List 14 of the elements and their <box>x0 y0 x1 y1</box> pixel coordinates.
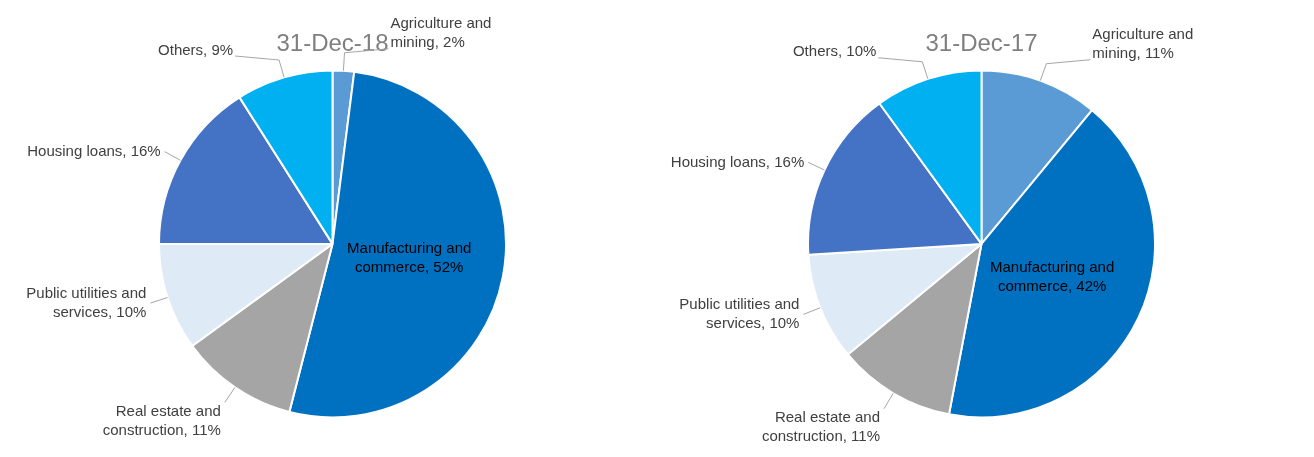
slice-label: Others, 10% <box>792 42 877 60</box>
slice-label: Public utilities and services, 10% <box>26 283 147 320</box>
text: 31-Dec-18 <box>276 29 389 57</box>
slice-label: Agriculture and mining, 11% <box>1092 25 1194 62</box>
slice-label: Manufacturing and commerce, 52% <box>347 239 472 276</box>
slice-label: Public utilities and services, 10% <box>679 295 800 332</box>
slice-label: Housing loans, 16% <box>27 141 161 159</box>
slice-label: Manufacturing and commerce, 42% <box>990 257 1115 294</box>
chart-title: 31-Dec-17 <box>925 29 1038 57</box>
slice-label: Real estate and construction, 11% <box>761 408 881 445</box>
slice-label: Real estate and construction, 11% <box>102 401 221 438</box>
slice-label: Housing loans, 16% <box>670 152 805 170</box>
slice-label: Others, 9% <box>158 40 234 58</box>
slice-label: Agriculture and mining, 2% <box>390 14 492 51</box>
